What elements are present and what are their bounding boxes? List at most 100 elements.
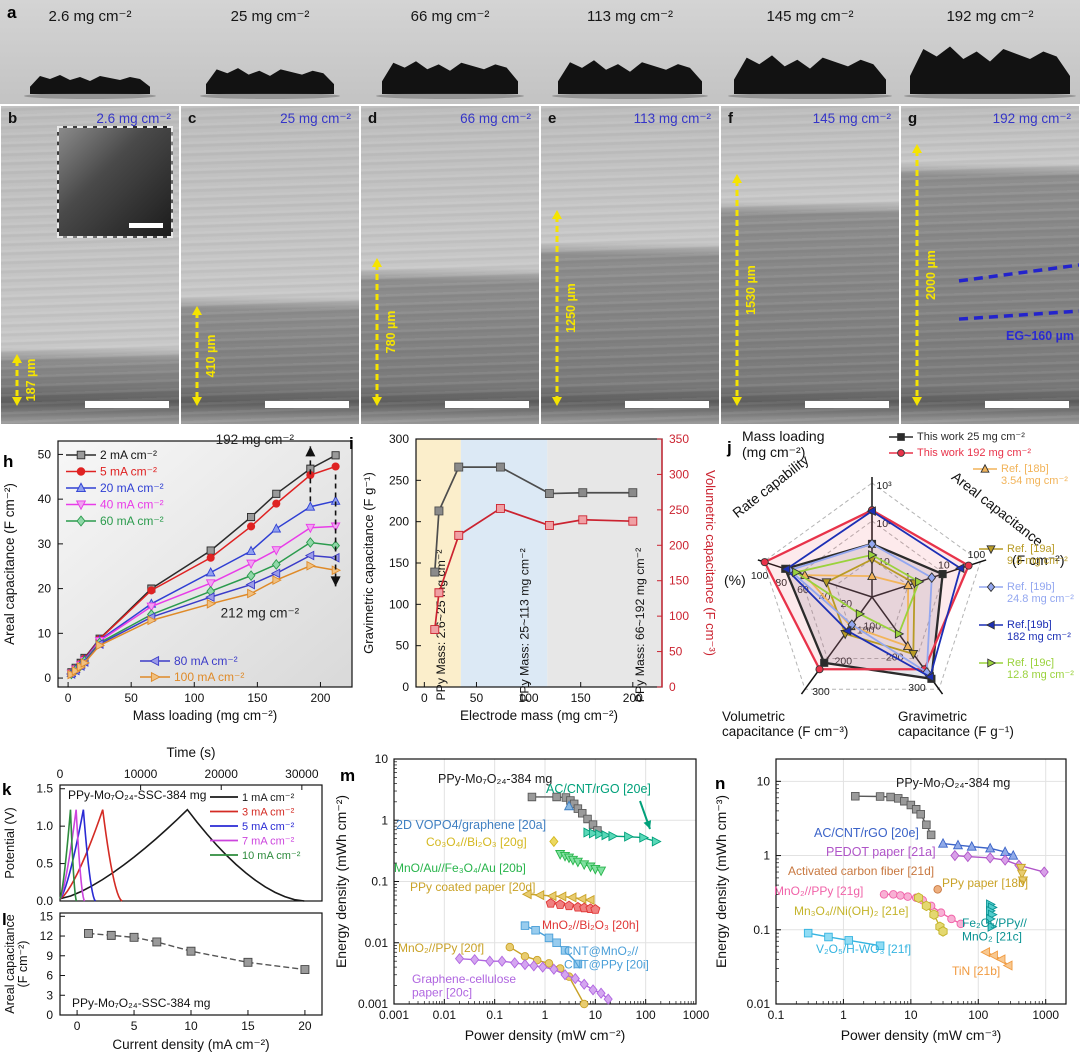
- svg-text:PPy Mass: 2.6~25 mg cm⁻²: PPy Mass: 2.6~25 mg cm⁻²: [434, 549, 448, 700]
- svg-text:10: 10: [938, 559, 950, 571]
- svg-text:5: 5: [131, 1019, 138, 1033]
- marker-di: [1000, 854, 1010, 866]
- marker-tl: [556, 891, 567, 902]
- marker-tr: [855, 609, 866, 619]
- scale-bar: [445, 401, 529, 408]
- marker-tl: [1002, 960, 1013, 971]
- marker-tu: [966, 840, 977, 851]
- svg-text:192 mg cm⁻²: 192 mg cm⁻²: [216, 432, 295, 447]
- marker-di: [985, 852, 995, 864]
- marker-tr: [583, 827, 594, 838]
- marker-ci: [889, 890, 898, 899]
- radar-legend-item: Ref. [18b] 3.54 mg cm⁻²: [972, 463, 1068, 488]
- marker-di: [510, 957, 520, 969]
- sem-cross-section-row: b 2.6 mg cm⁻² 187 µm c 25 mg cm⁻² 410 µm d 66 m…: [0, 106, 1080, 424]
- svg-text:30000: 30000: [285, 767, 319, 781]
- svg-text:10: 10: [375, 752, 389, 766]
- marker-di: [76, 515, 86, 527]
- marker-tl: [954, 563, 965, 574]
- marker-tl: [270, 568, 281, 579]
- svg-text:Potential (V): Potential (V): [2, 807, 17, 879]
- legend-marker-tu: [973, 463, 997, 473]
- svg-text:0.5: 0.5: [36, 857, 53, 871]
- svg-text:3: 3: [46, 988, 53, 1002]
- thickness-annotation: 410 µm: [192, 306, 218, 406]
- series-TiN [21b]: [980, 947, 1013, 971]
- marker-pe: [590, 904, 601, 914]
- svg-text:0: 0: [57, 767, 64, 781]
- svg-text:250: 250: [389, 473, 409, 487]
- marker-ci: [579, 999, 589, 1009]
- mass-loading-label: 113 mg cm⁻²: [633, 111, 711, 126]
- svg-text:300: 300: [908, 682, 926, 694]
- marker-sq: [430, 567, 440, 577]
- marker-sq: [560, 946, 570, 955]
- svg-text:200: 200: [669, 538, 689, 552]
- marker-di: [560, 969, 570, 981]
- svg-text:Areal capacitance (F cm⁻²): Areal capacitance (F cm⁻²): [2, 483, 17, 645]
- electrode-photo: 145 mg cm⁻²: [720, 0, 900, 104]
- scale-bar: [985, 401, 1069, 408]
- marker-tu: [271, 523, 282, 533]
- marker-tu: [75, 482, 87, 493]
- marker-tl: [841, 625, 852, 636]
- svg-text:0: 0: [421, 691, 428, 705]
- marker-ci: [956, 919, 966, 929]
- mass-loading-label: 2.6 mg cm⁻²: [96, 111, 171, 126]
- svg-text:(F cm⁻²): (F cm⁻²): [16, 941, 30, 988]
- marker-sq: [430, 625, 440, 635]
- annotation-arrow: 212 mg cm⁻²: [221, 474, 341, 621]
- thickness-annotation: 187 µm: [12, 354, 38, 406]
- panel-letter-k: k: [2, 780, 12, 799]
- marker-sq: [897, 433, 905, 441]
- marker-sq: [578, 515, 588, 525]
- series-PPy-Mo₇O₂₄-384 mg: [527, 792, 602, 835]
- marker-sq: [152, 937, 162, 947]
- marker-sq: [803, 928, 813, 938]
- areal-capacitance-vs-mass-chart: 0 50 100 150 200 0 10 20 30 40 50 Mass loading (mg …: [2, 432, 353, 723]
- marker-tr: [247, 588, 257, 599]
- svg-text:410 µm: 410 µm: [204, 335, 218, 378]
- marker-di: [497, 955, 507, 967]
- sem-texture: [541, 106, 719, 424]
- marker-ci: [879, 890, 889, 899]
- marker-tu: [867, 570, 877, 581]
- gcd-curves-chart: Time (s) 0 10000 20000 30000 0.0 0.5 1.0 1.5 Pote…: [2, 745, 323, 908]
- sem-texture: [361, 106, 539, 424]
- svg-text:PPy paper [18b]: PPy paper [18b]: [942, 876, 1028, 890]
- svg-text:10³: 10³: [876, 480, 892, 492]
- svg-text:200: 200: [623, 691, 643, 705]
- gravimetric-volumetric-chart: 0 50 100 150 200 0 50 100 150 200 250 300 0 50 100 150 2…: [361, 432, 718, 723]
- marker-hx: [921, 900, 931, 912]
- svg-text:0.1: 0.1: [486, 1008, 503, 1022]
- scale-bar: [805, 401, 889, 408]
- inset-scale-bar: [129, 223, 163, 228]
- marker-td: [908, 650, 919, 660]
- svg-text:0.001: 0.001: [358, 997, 388, 1011]
- panel-h-chart: 0 50 100 150 200 0 10 20 30 40 50 Mass loading (mg …: [0, 425, 360, 745]
- svg-text:0: 0: [44, 671, 51, 685]
- legend-marker-td: [979, 545, 1003, 555]
- svg-text:200: 200: [310, 691, 330, 705]
- legend-marker-tl: [979, 620, 1003, 630]
- svg-text:1: 1: [905, 571, 911, 583]
- marker-tr: [595, 829, 606, 840]
- marker-td: [305, 523, 316, 534]
- svg-text:Activated carbon fiber [21d]: Activated carbon fiber [21d]: [788, 864, 934, 878]
- marker-td: [246, 559, 256, 570]
- electrode-photo-silhouette: [904, 46, 1076, 99]
- annotation-arrow: 192 mg cm⁻²: [216, 432, 316, 502]
- marker-di: [454, 952, 465, 965]
- series-Mn₃O₄//Ni(OH)₂ [21e]: [913, 892, 948, 937]
- svg-text:50: 50: [38, 447, 52, 461]
- marker-hx: [913, 892, 924, 904]
- svg-text:1: 1: [840, 1008, 847, 1022]
- radar-axis-title: (%): [724, 572, 746, 588]
- svg-text:1250 µm: 1250 µm: [564, 283, 578, 333]
- svg-text:0.1: 0.1: [753, 923, 770, 937]
- svg-text:150: 150: [571, 691, 591, 705]
- marker-di: [529, 960, 539, 972]
- svg-text:250: 250: [669, 503, 689, 517]
